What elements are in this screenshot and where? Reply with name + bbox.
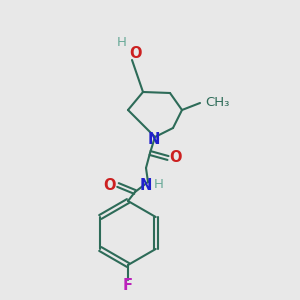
Text: H: H [154, 178, 164, 190]
Text: N: N [140, 178, 152, 193]
Text: N: N [148, 133, 160, 148]
Text: O: O [169, 151, 181, 166]
Text: F: F [123, 278, 133, 293]
Text: O: O [129, 46, 141, 61]
Text: O: O [104, 178, 116, 193]
Text: H: H [117, 37, 127, 50]
Text: CH₃: CH₃ [205, 97, 230, 110]
